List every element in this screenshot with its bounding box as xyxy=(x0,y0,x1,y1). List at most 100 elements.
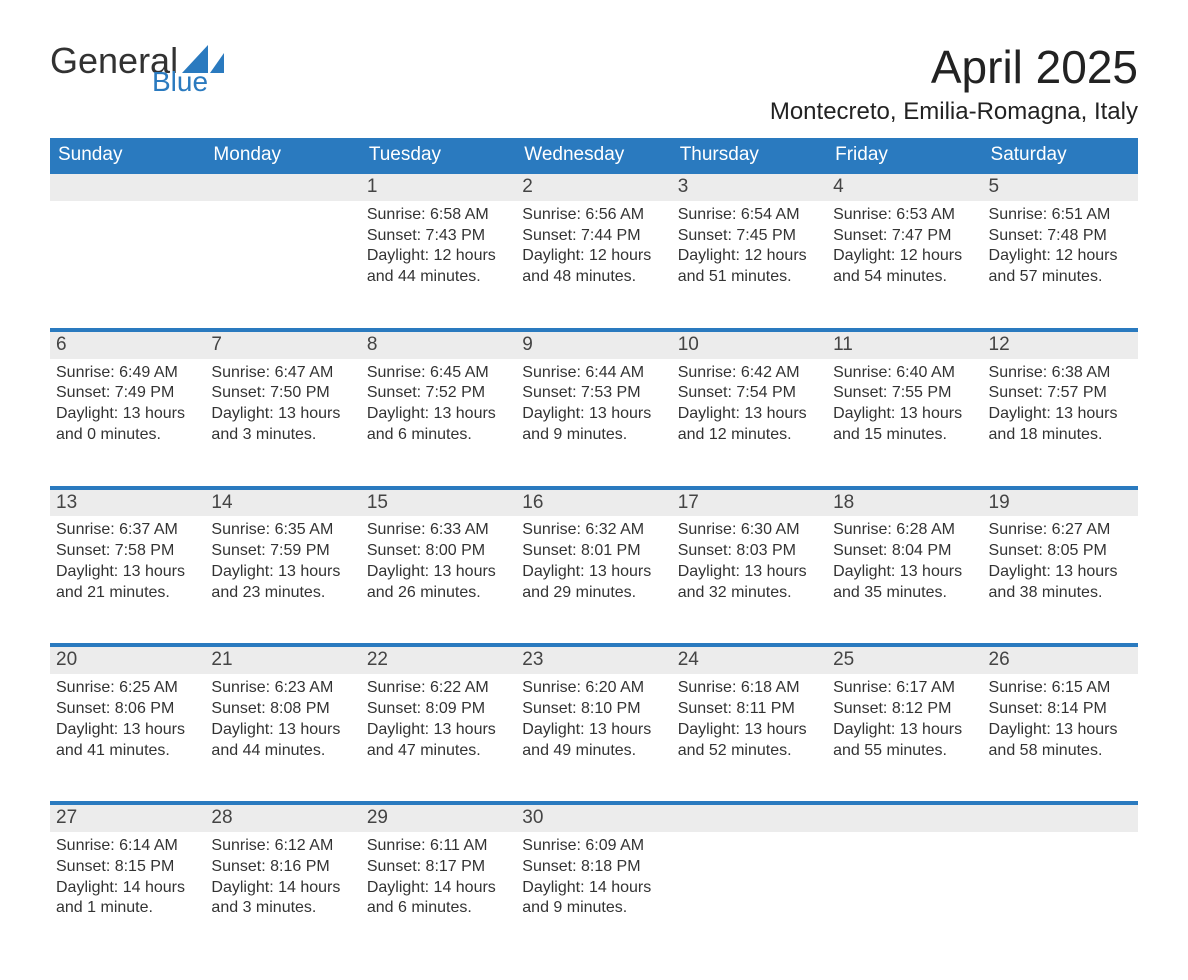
week-row: Sunrise: 6:58 AMSunset: 7:43 PMDaylight:… xyxy=(50,201,1138,329)
sunrise-text: Sunrise: 6:44 AM xyxy=(522,363,665,384)
day-number: 19 xyxy=(983,490,1138,517)
sunrise-text: Sunrise: 6:35 AM xyxy=(211,520,354,541)
cell-body: Sunrise: 6:45 AMSunset: 7:52 PMDaylight:… xyxy=(361,359,516,452)
cell-body: Sunrise: 6:56 AMSunset: 7:44 PMDaylight:… xyxy=(516,201,671,294)
daylight-text: Daylight: 13 hours and 55 minutes. xyxy=(833,720,976,762)
sunrise-text: Sunrise: 6:11 AM xyxy=(367,836,510,857)
day-number: 27 xyxy=(50,805,205,832)
cell-body: Sunrise: 6:30 AMSunset: 8:03 PMDaylight:… xyxy=(672,516,827,609)
calendar-cell: Sunrise: 6:25 AMSunset: 8:06 PMDaylight:… xyxy=(50,674,205,802)
day-number: 9 xyxy=(516,332,671,359)
cell-body: Sunrise: 6:23 AMSunset: 8:08 PMDaylight:… xyxy=(205,674,360,767)
day-number: 7 xyxy=(205,332,360,359)
daylight-text: Daylight: 12 hours and 51 minutes. xyxy=(678,246,821,288)
day-number: 10 xyxy=(672,332,827,359)
sunset-text: Sunset: 8:06 PM xyxy=(56,699,199,720)
sunset-text: Sunset: 7:48 PM xyxy=(989,226,1132,247)
day-number: 29 xyxy=(361,805,516,832)
daylight-text: Daylight: 13 hours and 41 minutes. xyxy=(56,720,199,762)
day-number: 20 xyxy=(50,647,205,674)
calendar-cell: Sunrise: 6:23 AMSunset: 8:08 PMDaylight:… xyxy=(205,674,360,802)
daylight-text: Daylight: 13 hours and 49 minutes. xyxy=(522,720,665,762)
cell-body: Sunrise: 6:14 AMSunset: 8:15 PMDaylight:… xyxy=(50,832,205,925)
cell-body: Sunrise: 6:49 AMSunset: 7:49 PMDaylight:… xyxy=(50,359,205,452)
sunrise-text: Sunrise: 6:23 AM xyxy=(211,678,354,699)
calendar-cell: Sunrise: 6:40 AMSunset: 7:55 PMDaylight:… xyxy=(827,359,982,487)
sunrise-text: Sunrise: 6:49 AM xyxy=(56,363,199,384)
day-number xyxy=(205,174,360,200)
calendar-cell: Sunrise: 6:44 AMSunset: 7:53 PMDaylight:… xyxy=(516,359,671,487)
sunset-text: Sunset: 8:03 PM xyxy=(678,541,821,562)
sunset-text: Sunset: 7:53 PM xyxy=(522,383,665,404)
calendar-table: SundayMondayTuesdayWednesdayThursdayFrid… xyxy=(50,138,1138,960)
sunrise-text: Sunrise: 6:53 AM xyxy=(833,205,976,226)
sunset-text: Sunset: 7:57 PM xyxy=(989,383,1132,404)
day-number: 26 xyxy=(983,647,1138,674)
day-number: 17 xyxy=(672,490,827,517)
calendar-cell: Sunrise: 6:17 AMSunset: 8:12 PMDaylight:… xyxy=(827,674,982,802)
day-number: 4 xyxy=(827,174,982,201)
sunset-text: Sunset: 8:18 PM xyxy=(522,857,665,878)
sunrise-text: Sunrise: 6:27 AM xyxy=(989,520,1132,541)
day-number: 14 xyxy=(205,490,360,517)
sunset-text: Sunset: 7:54 PM xyxy=(678,383,821,404)
week-row: Sunrise: 6:14 AMSunset: 8:15 PM Daylight:… xyxy=(50,832,1138,960)
day-number-row: 20212223242526 xyxy=(50,646,1138,674)
sunset-text: Sunset: 8:01 PM xyxy=(522,541,665,562)
sunrise-text: Sunrise: 6:47 AM xyxy=(211,363,354,384)
sunrise-text: Sunrise: 6:25 AM xyxy=(56,678,199,699)
calendar-cell: Sunrise: 6:18 AMSunset: 8:11 PMDaylight:… xyxy=(672,674,827,802)
weekday-header: Thursday xyxy=(672,138,827,173)
sunrise-text: Sunrise: 6:40 AM xyxy=(833,363,976,384)
sunset-text: Sunset: 7:44 PM xyxy=(522,226,665,247)
sunset-text: Sunset: 8:16 PM xyxy=(211,857,354,878)
calendar-cell: Sunrise: 6:09 AMSunset: 8:18 PMDaylight:… xyxy=(516,832,671,960)
day-number xyxy=(827,805,982,831)
daylight-text: Daylight: 12 hours and 48 minutes. xyxy=(522,246,665,288)
cell-body: Sunrise: 6:51 AMSunset: 7:48 PMDaylight:… xyxy=(983,201,1138,294)
daylight-text: Daylight: 13 hours and 21 minutes. xyxy=(56,562,199,604)
calendar-cell: Sunrise: 6:22 AMSunset: 8:09 PMDaylight:… xyxy=(361,674,516,802)
calendar-cell: Sunrise: 6:11 AMSunset: 8:17 PMDaylight:… xyxy=(361,832,516,960)
calendar-page: General Blue April 2025 Montecreto, Emil… xyxy=(0,0,1188,980)
cell-body: Sunrise: 6:38 AMSunset: 7:57 PMDaylight:… xyxy=(983,359,1138,452)
daylight-text: Daylight: 14 hours and 6 minutes. xyxy=(367,878,510,920)
sunset-text: Sunset: 8:00 PM xyxy=(367,541,510,562)
daylight-text: Daylight: 12 hours and 44 minutes. xyxy=(367,246,510,288)
cell-body: Sunrise: 6:12 AMSunset: 8:16 PMDaylight:… xyxy=(205,832,360,925)
calendar-cell xyxy=(50,201,205,329)
daylight-text: Daylight: 13 hours and 32 minutes. xyxy=(678,562,821,604)
day-number: 28 xyxy=(205,805,360,832)
daylight-text: Daylight: 13 hours and 12 minutes. xyxy=(678,404,821,446)
sunrise-text: Sunrise: 6:20 AM xyxy=(522,678,665,699)
day-number: 1 xyxy=(361,174,516,201)
sunset-text: Sunset: 8:15 PM xyxy=(56,857,199,878)
day-number xyxy=(672,805,827,831)
calendar-cell: Sunrise: 6:47 AMSunset: 7:50 PMDaylight:… xyxy=(205,359,360,487)
week-row: Sunrise: 6:49 AMSunset: 7:49 PMDaylight:… xyxy=(50,359,1138,487)
daylight-text: Daylight: 13 hours and 18 minutes. xyxy=(989,404,1132,446)
cell-body: Sunrise: 6:58 AMSunset: 7:43 PMDaylight:… xyxy=(361,201,516,294)
sunrise-text: Sunrise: 6:45 AM xyxy=(367,363,510,384)
title-block: April 2025 Montecreto, Emilia-Romagna, I… xyxy=(770,40,1138,138)
calendar-cell: Sunrise: 6:56 AMSunset: 7:44 PMDaylight:… xyxy=(516,201,671,329)
daylight-text: Daylight: 13 hours and 15 minutes. xyxy=(833,404,976,446)
sunrise-text: Sunrise: 6:18 AM xyxy=(678,678,821,699)
daylight-text: Daylight: 13 hours and 47 minutes. xyxy=(367,720,510,762)
calendar-cell xyxy=(672,832,827,960)
cell-body: Sunrise: 6:20 AMSunset: 8:10 PMDaylight:… xyxy=(516,674,671,767)
day-number: 25 xyxy=(827,647,982,674)
daylight-text: Daylight: 12 hours and 54 minutes. xyxy=(833,246,976,288)
day-number: 2 xyxy=(516,174,671,201)
sunset-text: Sunset: 8:10 PM xyxy=(522,699,665,720)
sunrise-text: Sunrise: 6:09 AM xyxy=(522,836,665,857)
day-number xyxy=(50,174,205,200)
day-number xyxy=(983,805,1138,831)
calendar-cell: Sunrise: 6:14 AMSunset: 8:15 PMDaylight:… xyxy=(50,832,205,960)
day-number-row: 12345 xyxy=(50,173,1138,201)
calendar-cell: Sunrise: 6:37 AMSunset: 7:58 PMDaylight:… xyxy=(50,516,205,644)
sunrise-text: Sunrise: 6:54 AM xyxy=(678,205,821,226)
daylight-text: Daylight: 14 hours and 9 minutes. xyxy=(522,878,665,920)
daylight-text: Daylight: 13 hours and 9 minutes. xyxy=(522,404,665,446)
sunrise-text: Sunrise: 6:14 AM xyxy=(56,836,199,857)
